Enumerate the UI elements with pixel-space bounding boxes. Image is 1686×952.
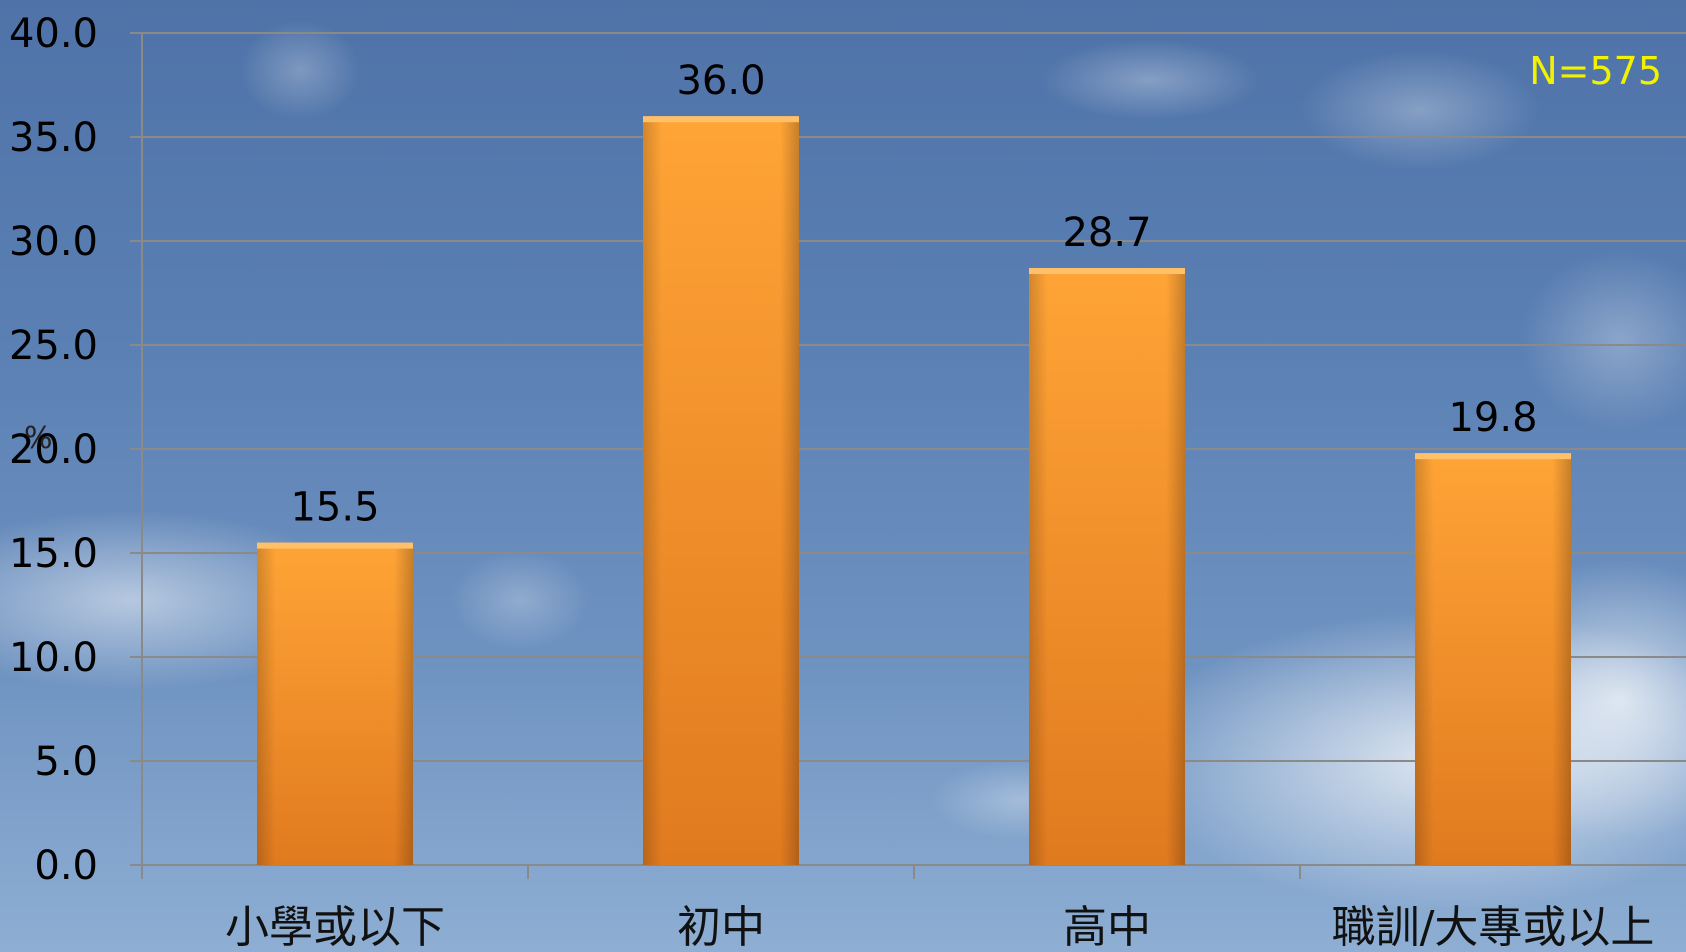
x-category-label: 初中 [677, 902, 765, 952]
y-tick-label: 5.0 [34, 739, 98, 785]
data-label: 28.7 [1062, 210, 1151, 256]
data-label: 15.5 [290, 485, 379, 531]
y-tick-label: 25.0 [9, 323, 98, 369]
x-category-label: 小學或以下 [225, 902, 445, 952]
bar-shading [643, 116, 799, 865]
bar-top-highlight [1415, 453, 1571, 460]
y-tick-label: 35.0 [9, 115, 98, 161]
y-tick-label: 15.0 [9, 531, 98, 577]
bar-shading [1415, 453, 1571, 865]
x-category-label: 高中 [1063, 902, 1151, 952]
data-label: 19.8 [1448, 395, 1537, 441]
bar-top-highlight [643, 116, 799, 123]
x-category-label: 職訓/大專或以上 [1332, 902, 1655, 952]
y-axis-label: % [24, 421, 53, 456]
bar-top-highlight [1029, 268, 1185, 275]
y-tick-label: 20.0 [9, 427, 98, 473]
bar-shading [257, 542, 413, 865]
y-tick-label: 30.0 [9, 219, 98, 265]
sample-size-annotation: N=575 [1529, 49, 1662, 93]
bar-shading [1029, 268, 1185, 865]
bar-top-highlight [257, 542, 413, 549]
y-tick-label: 40.0 [9, 11, 98, 57]
y-tick-label: 10.0 [9, 635, 98, 681]
data-label: 36.0 [676, 58, 765, 104]
bars [257, 116, 1571, 865]
y-tick-label: 0.0 [34, 843, 98, 889]
labels: 0.0 5.0 10.0 15.0 20.0 25.0 30.0 35.0 40.0 15.5 小學… [9, 11, 1654, 952]
